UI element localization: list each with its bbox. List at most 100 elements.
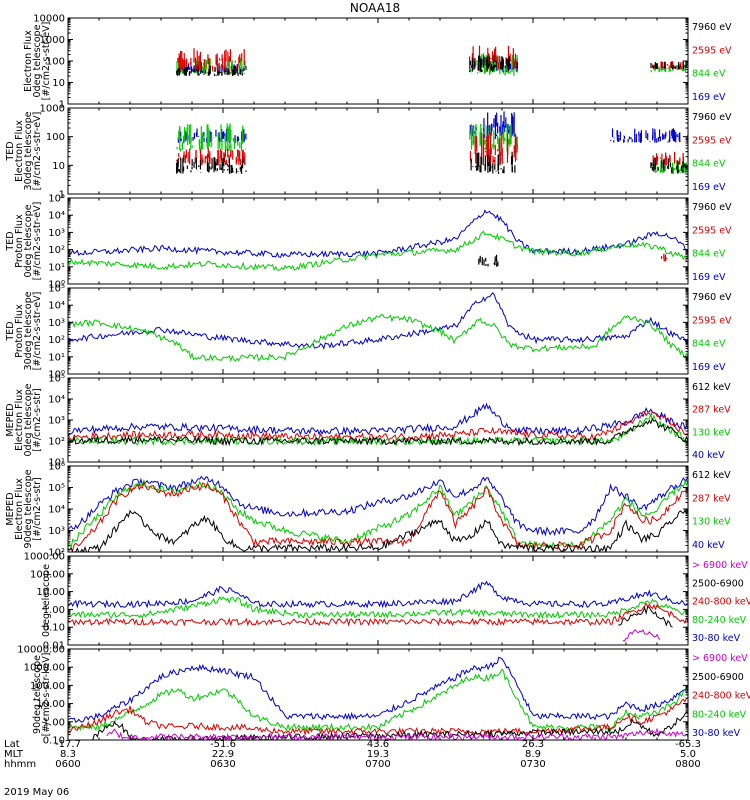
data-series-line — [68, 413, 688, 447]
data-series-line — [618, 605, 673, 628]
panel-frame — [67, 197, 689, 285]
y-tick-label: 1.00 — [43, 605, 65, 616]
x-row-label: MLT — [4, 749, 24, 760]
y-axis-label: TED — [5, 231, 16, 251]
data-series-line — [68, 209, 688, 259]
panel-frame — [67, 107, 689, 195]
y-axis-label: 30deg telescope — [23, 111, 34, 190]
y-axis-label: [#/cm2-s-str-eV] — [32, 202, 43, 281]
data-series-line — [68, 580, 688, 609]
x-tick-label: 22.9 — [212, 749, 234, 760]
legend-entry: 130 keV — [692, 517, 731, 528]
legend-entry: 169 eV — [692, 92, 726, 103]
legend-entry: 2500-6900 — [692, 578, 744, 589]
y-axis-label: 0deg telescope — [23, 383, 34, 456]
x-tick-label: 5.0 — [680, 749, 696, 760]
data-group — [68, 580, 688, 642]
legend-entry: 7960 eV — [692, 202, 732, 213]
legend-entry: 287 keV — [692, 405, 731, 416]
y-axis-label: [#/cm2-s-str-eV] — [41, 22, 52, 101]
y-axis-label: 90deg telescope — [32, 655, 43, 734]
panel-frame — [67, 648, 689, 741]
data-series-line — [68, 291, 688, 350]
y-tick-label: 10.00 — [36, 699, 65, 710]
data-series-line — [68, 481, 688, 552]
y-tick-label: 10⁰ — [48, 370, 65, 381]
legend-entry: > 6900 keV — [692, 560, 748, 571]
legend-entry: 844 eV — [692, 249, 726, 260]
y-tick-label: 0.10 — [43, 623, 65, 634]
y-tick-label: 10¹ — [48, 458, 65, 469]
data-series-line — [68, 668, 688, 732]
y-axis-label: 0deg telescope — [41, 564, 52, 637]
x-tick-label: 8.3 — [60, 749, 76, 760]
y-tick-label: 10⁰ — [48, 280, 65, 291]
legend-entry: 240-800 keV — [692, 597, 750, 608]
y-axis-label: 30deg telescope — [23, 291, 34, 370]
data-group — [68, 656, 688, 740]
x-tick-label: 19.3 — [367, 749, 389, 760]
legend-entry: 40 keV — [692, 540, 725, 551]
y-tick-label: 10⁴ — [48, 395, 65, 406]
y-tick-label: 10³ — [48, 228, 65, 239]
y-tick-label: 0.10 — [43, 736, 65, 747]
y-tick-label: 10¹ — [48, 262, 65, 273]
data-series-line — [622, 629, 661, 642]
y-tick-label: 10⁵ — [48, 374, 65, 385]
panel-frame — [67, 287, 689, 375]
data-group — [68, 475, 688, 552]
panel-frame — [67, 377, 689, 463]
data-group — [175, 45, 687, 76]
y-axis-label: TED — [5, 141, 16, 161]
x-row-label: Lat — [4, 739, 20, 750]
legend-entry: 169 eV — [692, 362, 726, 373]
data-series-line — [68, 314, 688, 363]
y-tick-label: 10³ — [48, 318, 65, 329]
data-series-line — [68, 475, 688, 537]
legend-entry: 2595 eV — [692, 315, 732, 326]
data-group — [176, 111, 688, 174]
legend-entry: 2595 eV — [692, 135, 732, 146]
data-series-line — [68, 602, 688, 627]
x-tick-label: -65.3 — [675, 739, 701, 750]
panel-frame — [67, 17, 689, 105]
data-series-line — [68, 410, 688, 443]
y-axis-label: MEPED — [5, 492, 16, 525]
data-series-line — [68, 656, 688, 723]
y-axis-label: Proton Flux — [14, 214, 25, 268]
y-tick-label: 10⁶ — [48, 462, 65, 473]
y-tick-label: 10000.00 — [17, 645, 65, 656]
x-tick-label: -17.7 — [55, 739, 81, 750]
panel-frame — [67, 555, 689, 646]
x-tick-label: 43.6 — [367, 739, 389, 750]
data-series-line — [68, 417, 688, 447]
y-tick-label: 10² — [48, 335, 65, 346]
x-tick-label: 26.3 — [522, 739, 544, 750]
y-axis-label: 0deg telescope — [32, 24, 43, 97]
legend-entry: 844 eV — [692, 69, 726, 80]
x-tick-label: 0800 — [675, 759, 700, 770]
legend-entry: 130 keV — [692, 427, 731, 438]
legend-entry: 612 keV — [692, 382, 731, 393]
data-series-line — [68, 596, 688, 620]
data-group — [68, 291, 688, 363]
data-series-line — [68, 508, 688, 552]
legend-entry: 7960 eV — [692, 22, 732, 33]
data-series-line — [68, 402, 688, 437]
y-tick-label: 10000 — [33, 14, 65, 25]
y-tick-label: 10⁵ — [48, 483, 65, 494]
y-tick-label: 10⁴ — [48, 505, 65, 516]
y-axis-label: [#/cm2-s-str-keV] — [41, 653, 52, 737]
legend-entry: 169 eV — [692, 272, 726, 283]
y-tick-label: 10³ — [48, 416, 65, 427]
y-axis-label: Proton Flux — [14, 304, 25, 358]
legend-entry: 7960 eV — [692, 112, 732, 123]
y-axis-label: 90deg telescope — [23, 469, 34, 548]
y-axis-label: MEPED — [5, 403, 16, 436]
